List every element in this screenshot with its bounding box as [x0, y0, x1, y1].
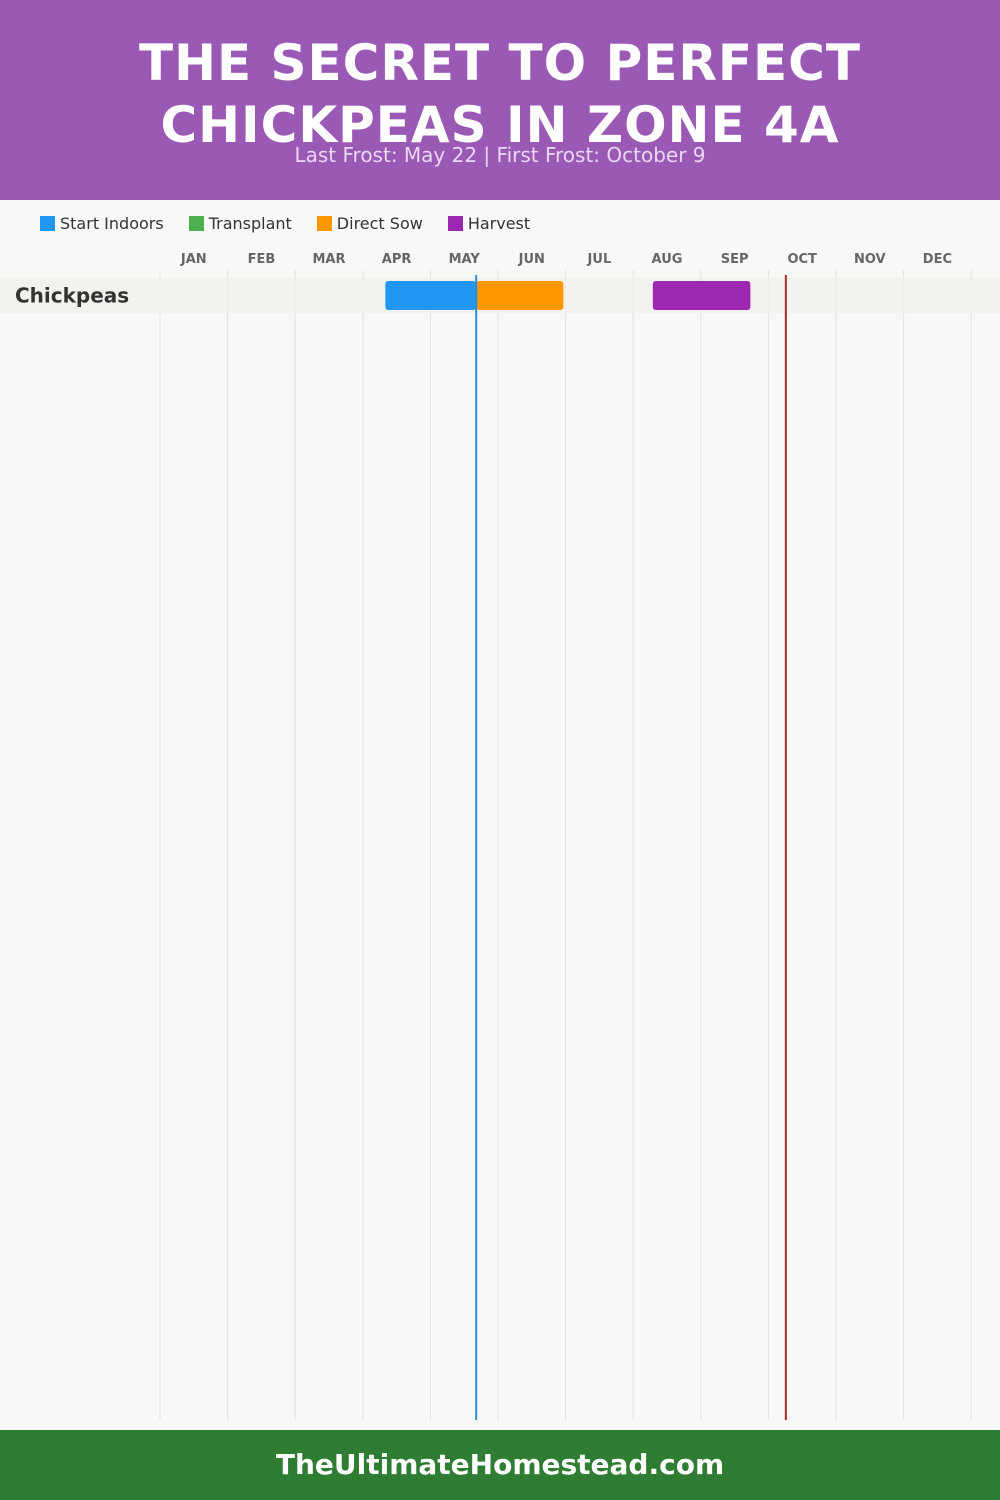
month-tick-label-aug: AUG: [652, 252, 683, 267]
row-label: Chickpeas: [15, 284, 129, 308]
legend-swatch-direct-sow: [316, 216, 332, 231]
frost-dates-subtitle: Last Frost: May 22 | First Frost: Octobe…: [294, 143, 706, 167]
page-title-line-2: CHICKPEAS IN ZONE 4A: [160, 96, 840, 154]
page-title-line-1: THE SECRET TO PERFECT: [139, 34, 861, 92]
legend-swatch-transplant: [188, 216, 204, 231]
legend-label-direct-sow: Direct Sow: [336, 214, 423, 233]
bar-start-indoors: [385, 281, 477, 310]
chart-legend: Start Indoors Transplant Direct Sow Harv…: [40, 214, 555, 233]
legend-item-start-indoors: Start Indoors: [40, 214, 164, 233]
planting-calendar-chart: JAN FEB MAR APR MAY JUN JUL AUG SEP OCT NOV DEC Chic…: [0, 252, 1000, 1420]
month-tick-label-mar: MAR: [312, 252, 345, 267]
month-tick-label-jan: JAN: [180, 252, 207, 267]
legend-swatch-harvest: [447, 216, 463, 231]
month-tick-label-apr: APR: [382, 252, 412, 267]
month-tick-label-sep: SEP: [721, 252, 749, 267]
bar-harvest: [652, 281, 751, 310]
footer-banner: TheUltimateHomestead.com: [0, 1430, 1000, 1500]
legend-item-direct-sow: Direct Sow: [316, 214, 423, 233]
legend-swatch-start-indoors: [40, 216, 55, 231]
month-tick-label-jul: JUL: [587, 252, 612, 267]
legend-item-harvest: Harvest: [447, 214, 531, 233]
legend-label-start-indoors: Start Indoors: [60, 214, 164, 233]
header-banner: THE SECRET TO PERFECT CHICKPEAS IN ZONE …: [0, 0, 1000, 200]
month-tick-label-nov: NOV: [854, 252, 886, 267]
month-tick-label-jun: JUN: [518, 252, 545, 267]
footer-site-url: TheUltimateHomestead.com: [275, 1448, 725, 1481]
legend-label-transplant: Transplant: [208, 214, 292, 233]
bar-direct-sow: [476, 281, 564, 310]
month-tick-label-feb: FEB: [248, 252, 276, 267]
legend-label-harvest: Harvest: [467, 214, 531, 233]
month-tick-label-may: MAY: [449, 252, 481, 267]
month-tick-label-dec: DEC: [923, 252, 952, 267]
month-tick-label-oct: OCT: [787, 252, 817, 267]
legend-item-transplant: Transplant: [188, 214, 292, 233]
